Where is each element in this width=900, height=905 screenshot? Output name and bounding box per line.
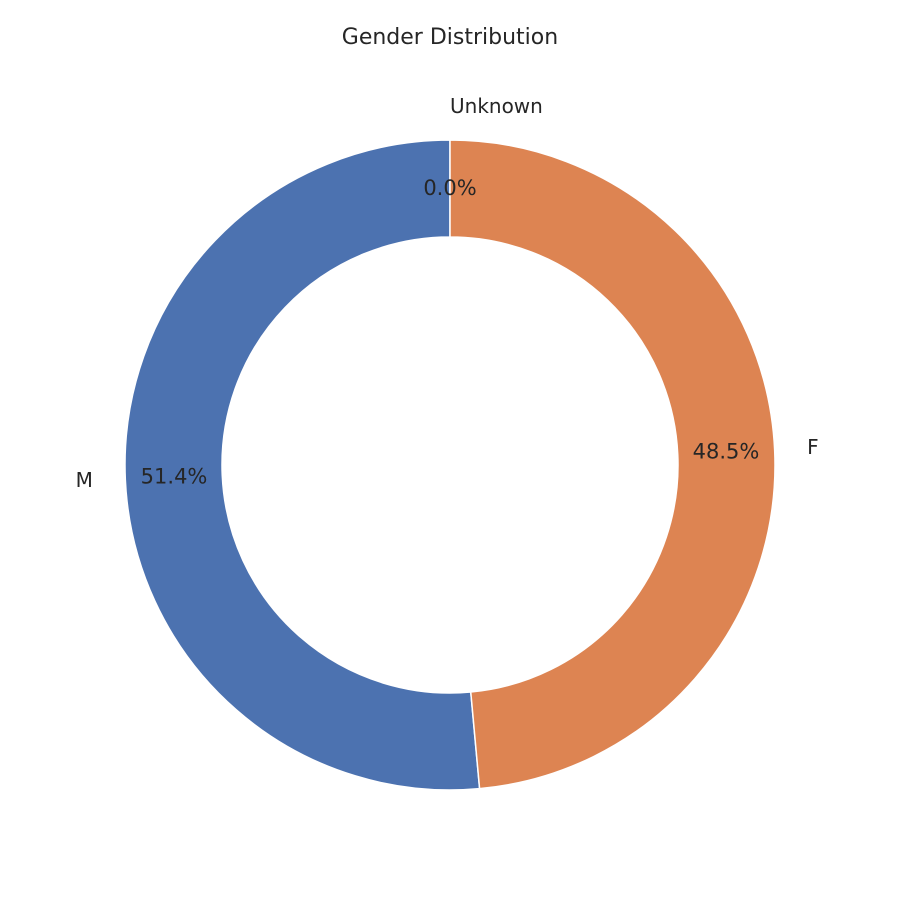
percent-label-unknown: 0.0% (423, 176, 476, 200)
category-label-unknown: Unknown (450, 94, 543, 118)
donut-slice-f (449, 139, 776, 790)
category-label-m: M (76, 468, 93, 492)
percent-label-f: 48.5% (693, 439, 760, 463)
percent-label-m: 51.4% (141, 465, 208, 489)
category-label-f: F (807, 435, 819, 459)
donut-slices (124, 139, 776, 791)
slice-labels: M 51.4% F 48.5% Unknown 0.0% (76, 94, 819, 492)
chart-title: Gender Distribution (342, 25, 558, 50)
donut-slice-m (124, 139, 481, 791)
